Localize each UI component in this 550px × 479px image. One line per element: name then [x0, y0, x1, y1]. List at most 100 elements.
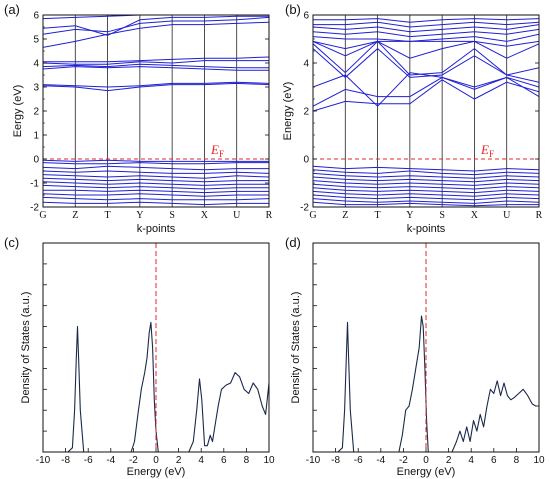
- x-tick-label: -6: [84, 455, 93, 466]
- x-tick-label: -2: [129, 455, 138, 466]
- valence-band-2: [43, 165, 269, 171]
- conduction-band-4: [313, 40, 539, 83]
- plot-frame: [312, 14, 540, 208]
- k-point-label: G: [39, 210, 46, 221]
- panel-letter: (a): [4, 2, 20, 17]
- k-point-label: G: [309, 210, 316, 221]
- valence-band-6: [43, 181, 269, 186]
- x-axis-label: Energy (eV): [397, 466, 456, 478]
- conduction-band-0: [313, 79, 539, 112]
- y-tick-label: 2: [33, 107, 39, 118]
- valence-band-3: [43, 170, 269, 174]
- x-tick-label: 8: [514, 455, 520, 466]
- valence-band-5: [43, 177, 269, 183]
- conduction-band-3: [313, 47, 539, 79]
- conduction-band-4: [43, 60, 269, 65]
- x-tick-label: 10: [533, 455, 545, 466]
- x-tick-label: 2: [446, 455, 452, 466]
- y-tick-label: 6: [303, 11, 309, 22]
- panel-a: (a) EF -2 -1 0 1 2 3 4 5 6 G Z T Y S X U Rk-points Eergy (e…: [4, 2, 273, 235]
- x-tick-label: -10: [306, 455, 321, 466]
- valence-band-9: [43, 193, 269, 197]
- x-tick-label: 2: [176, 455, 182, 466]
- fermi-label: EF: [210, 142, 224, 159]
- valence-band-8: [43, 189, 269, 194]
- y-axis-label: Energy (eV): [282, 82, 294, 141]
- x-tick-label: 4: [468, 455, 474, 466]
- plot-area: [43, 15, 269, 207]
- x-tick-label: -4: [106, 455, 115, 466]
- x-tick-label: -6: [354, 455, 363, 466]
- k-point-label: X: [201, 210, 209, 221]
- x-tick-label: -2: [399, 455, 408, 466]
- y-axis-label: Density of States (a.u.): [290, 292, 302, 404]
- x-tick-label: 6: [221, 455, 227, 466]
- valence-band-2: [313, 172, 539, 179]
- valence-band-10: [313, 201, 539, 207]
- valence-band-4: [313, 180, 539, 186]
- valence-band-5: [313, 183, 539, 190]
- plot-area: [67, 243, 269, 452]
- x-tick-label: 0: [423, 455, 429, 466]
- valence-band-10: [43, 196, 269, 201]
- conduction-band-8: [43, 15, 269, 36]
- x-tick-label: -8: [331, 455, 340, 466]
- y-tick-label: 2: [303, 107, 309, 118]
- k-point-label: U: [233, 210, 241, 221]
- conduction-band-11: [313, 18, 539, 23]
- y-tick-label: 4: [303, 59, 309, 70]
- valence-band-1: [43, 162, 269, 165]
- conduction-band-8: [313, 28, 539, 38]
- fermi-label-main: E: [480, 142, 489, 157]
- y-tick-label: 6: [33, 11, 39, 22]
- dos-curve: [337, 315, 539, 452]
- conduction-band-5: [43, 56, 269, 63]
- k-point-label: S: [439, 210, 445, 221]
- k-point-label: Y: [406, 210, 413, 221]
- y-tick-label: 1: [33, 131, 39, 142]
- fermi-label-sub: F: [219, 149, 224, 159]
- x-tick-label: -10: [36, 455, 51, 466]
- k-point-label: X: [471, 210, 479, 221]
- fermi-label: EF: [480, 142, 494, 159]
- valence-band-1: [313, 169, 539, 176]
- valence-band-4: [43, 174, 269, 179]
- y-tick-label: 5: [33, 35, 39, 46]
- conduction-band-10: [313, 21, 539, 28]
- dos-curve: [67, 321, 269, 452]
- plot-area: [313, 15, 539, 207]
- x-axis-label: Energy (eV): [127, 466, 186, 478]
- y-tick-label: 0: [33, 155, 39, 166]
- panel-b: (b) EF -2 0 2 4 6 G Z T Y S X U Rk-points Energy (eV): [282, 2, 543, 235]
- plot-area: [337, 243, 539, 452]
- k-point-label: T: [105, 210, 111, 221]
- conduction-band-0: [43, 82, 269, 92]
- k-point-label: Z: [72, 210, 78, 221]
- x-axis-label: k-points: [137, 223, 176, 235]
- valence-band-8: [313, 194, 539, 201]
- y-tick-label: -2: [30, 203, 39, 214]
- x-tick-label: 0: [153, 455, 159, 466]
- x-tick-label: 8: [244, 455, 250, 466]
- panel-d: (d) -10 -8 -6 -4 -2 0 2 4 6 8 10 Energy (eV) Density …: [285, 235, 545, 478]
- conduction-band-3: [43, 63, 269, 69]
- y-tick-label: -1: [30, 179, 39, 190]
- k-point-label: R: [536, 210, 543, 221]
- x-axis-label: k-points: [407, 223, 446, 235]
- valence-band-3: [313, 176, 539, 183]
- valence-band-7: [43, 184, 269, 190]
- conduction-band-9: [313, 24, 539, 33]
- valence-band-11: [43, 201, 269, 206]
- k-point-label: Z: [342, 210, 348, 221]
- y-tick-label: -2: [300, 203, 309, 214]
- y-tick-label: 4: [33, 59, 39, 70]
- conduction-band-6: [43, 21, 269, 48]
- fermi-label-main: E: [210, 142, 219, 157]
- panel-c: (c) -10 -8 -6 -4 -2 0 2 4 6 8 10 Energy (eV) Density …: [4, 235, 275, 478]
- y-tick-label: 0: [303, 155, 309, 166]
- plot-frame: [42, 14, 270, 208]
- panel-letter: (b): [285, 2, 301, 17]
- x-tick-label: 6: [491, 455, 497, 466]
- panel-letter: (c): [4, 235, 19, 250]
- conduction-band-2: [313, 72, 539, 107]
